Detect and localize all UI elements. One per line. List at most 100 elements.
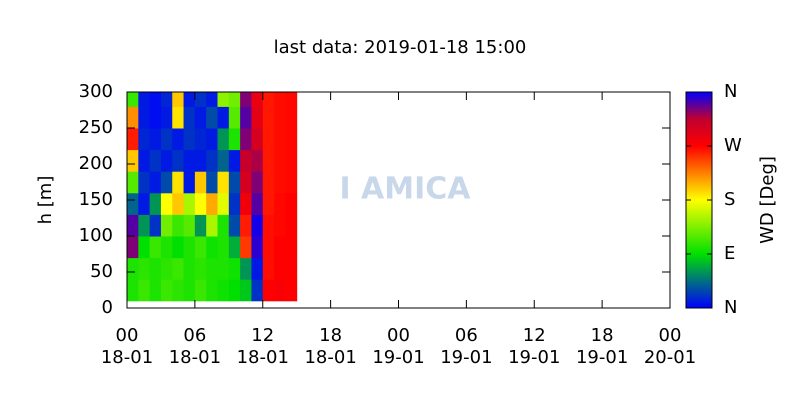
heatmap-cell	[194, 171, 207, 194]
heatmap-cell	[240, 171, 252, 194]
heatmap-cell	[172, 214, 185, 237]
heatmap-cell	[138, 214, 151, 237]
heatmap-cell	[172, 92, 185, 107]
heatmap-cell	[160, 214, 173, 237]
x-tick-date: 19-01	[508, 347, 560, 368]
heatmap-cell	[127, 236, 139, 259]
heatmap-cell	[228, 192, 241, 215]
x-tick-date: 19-01	[440, 347, 492, 368]
heatmap-cell	[194, 257, 207, 280]
heatmap-cell	[251, 171, 264, 194]
heatmap-cell	[228, 171, 241, 194]
heatmap-cell	[240, 257, 252, 280]
x-tick-date: 19-01	[576, 347, 628, 368]
heatmap-cell	[217, 279, 230, 302]
y-tick-label: 200	[79, 153, 113, 174]
heatmap-cell	[138, 106, 151, 129]
heatmap-cell	[217, 149, 230, 172]
heatmap-cell	[206, 149, 218, 172]
heatmap-cell	[160, 236, 173, 259]
heatmap-cell	[194, 92, 207, 107]
heatmap-cell	[240, 279, 252, 302]
heatmap-cell	[183, 128, 196, 151]
heatmap-cell	[262, 92, 275, 107]
x-tick-date: 19-01	[372, 347, 424, 368]
heatmap-cell	[206, 236, 218, 259]
heatmap-cell	[285, 92, 298, 107]
heatmap-cell	[172, 236, 185, 259]
heatmap-cell	[228, 236, 241, 259]
x-tick-label: 06	[183, 325, 206, 346]
heatmap-cell	[251, 106, 264, 129]
y-tick-label: 100	[79, 225, 113, 246]
heatmap-cell	[251, 279, 264, 302]
heatmap-cell	[228, 257, 241, 280]
heatmap-cell	[160, 106, 173, 129]
heatmap-cell	[274, 171, 286, 194]
y-axis-label: h [m]	[35, 176, 56, 225]
y-tick-label: 0	[102, 297, 113, 318]
heatmap-cell	[285, 214, 298, 237]
heatmap-cell	[262, 192, 275, 215]
heatmap-cell	[160, 128, 173, 151]
colorbar-tick-label: N	[724, 297, 737, 318]
heatmap-cell	[262, 128, 275, 151]
heatmap-cell	[138, 236, 151, 259]
heatmap-cell	[138, 149, 151, 172]
heatmap-cell	[160, 257, 173, 280]
heatmap-cell	[172, 128, 185, 151]
heatmap-cell	[149, 171, 162, 194]
heatmap-cell	[127, 106, 139, 129]
heatmap-cell	[127, 192, 139, 215]
heatmap-cell	[127, 279, 139, 302]
heatmap-cell	[149, 128, 162, 151]
heatmap-cell	[138, 92, 151, 107]
heatmap-cell	[183, 106, 196, 129]
heatmap-cell	[262, 106, 275, 129]
heatmap-cell	[149, 214, 162, 237]
heatmap-cell	[240, 92, 252, 107]
heatmap-cell	[262, 214, 275, 237]
heatmap-cell	[228, 214, 241, 237]
heatmap-cell	[251, 257, 264, 280]
heatmap-cell	[138, 192, 151, 215]
heatmap-cell	[206, 257, 218, 280]
heatmap-cell	[206, 279, 218, 302]
heatmap-cell	[251, 236, 264, 259]
heatmap-cell	[172, 171, 185, 194]
heatmap-cell	[149, 257, 162, 280]
heatmap-cell	[228, 279, 241, 302]
heatmap-cell	[183, 279, 196, 302]
x-tick-label: 18	[319, 325, 342, 346]
heatmap-cell	[217, 236, 230, 259]
heatmap-cell	[262, 236, 275, 259]
heatmap-cell	[149, 149, 162, 172]
heatmap-cell	[194, 214, 207, 237]
heatmap-cell	[138, 257, 151, 280]
heatmap-cell	[127, 149, 139, 172]
colorbar-tick-label: W	[724, 135, 742, 156]
heatmap-cell	[274, 192, 286, 215]
heatmap	[127, 92, 298, 302]
heatmap-cell	[274, 236, 286, 259]
heatmap-cell	[183, 192, 196, 215]
heatmap-cell	[138, 128, 151, 151]
heatmap-cell	[285, 149, 298, 172]
x-tick-date: 18-01	[237, 347, 289, 368]
x-tick-label: 00	[659, 325, 682, 346]
heatmap-cell	[194, 192, 207, 215]
heatmap-cell	[262, 279, 275, 302]
heatmap-cell	[127, 171, 139, 194]
heatmap-cell	[285, 257, 298, 280]
heatmap-cell	[228, 106, 241, 129]
heatmap-cell	[274, 128, 286, 151]
heatmap-cell	[240, 192, 252, 215]
heatmap-cell	[240, 149, 252, 172]
heatmap-cell	[183, 149, 196, 172]
heatmap-cell	[127, 257, 139, 280]
heatmap-cell	[274, 106, 286, 129]
heatmap-cell	[206, 106, 218, 129]
heatmap-cell	[285, 128, 298, 151]
heatmap-cell	[262, 171, 275, 194]
heatmap-cell	[217, 192, 230, 215]
